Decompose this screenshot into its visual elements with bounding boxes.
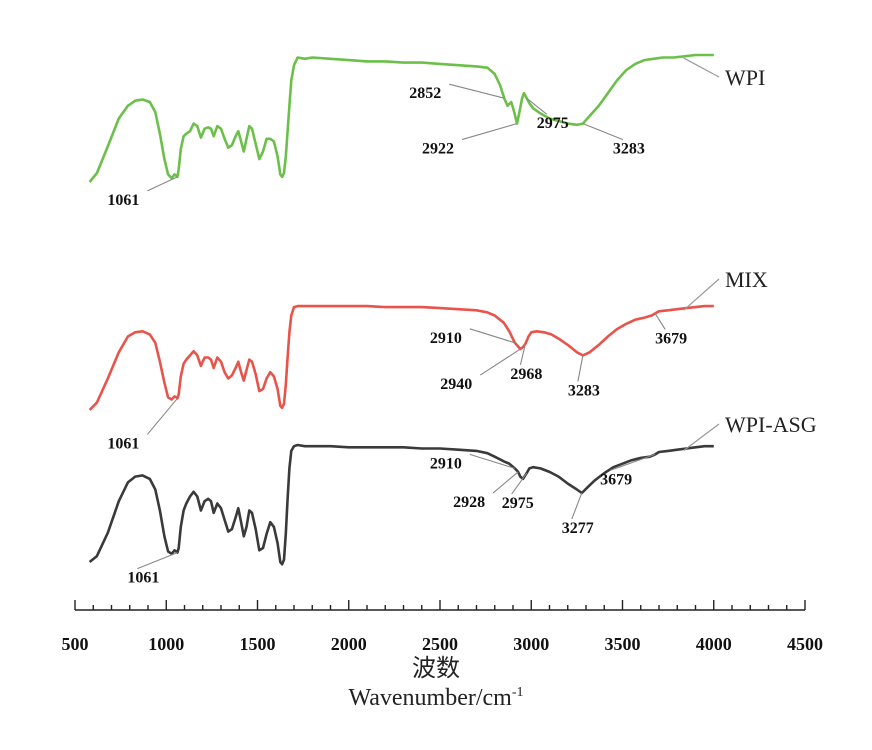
peak-label: 2922 [422,141,454,158]
series-label: WPI [725,65,765,90]
x-tick-label: 3000 [513,634,549,654]
series-label-leader [683,278,720,311]
peak-label: 2975 [537,115,569,132]
x-tick-label: 1500 [240,634,276,654]
peak-label: 3277 [562,520,594,537]
peak-label: 3679 [600,471,632,488]
peak-label: 2910 [430,455,462,472]
x-axis: 500 1000 1500 2000 2500 3000 3500 4000 4500 [62,600,823,654]
x-tick-label: 2500 [422,634,458,654]
peak-label: 3283 [568,382,600,399]
peak-leader-line [461,123,518,141]
x-tick-label: 4500 [787,634,823,654]
series-label-leader [683,57,720,78]
x-axis-label-en-sup: -1 [511,685,524,700]
peak-label: 1061 [127,570,159,587]
peak-leader-line [609,453,656,471]
peak-leader-line [449,83,505,99]
peak-leader-line [469,328,515,344]
peak-leader-line [654,313,666,330]
peak-leader-line [511,472,528,495]
peak-leader-line [137,552,178,570]
x-axis-label-en: Wavenumber/cm-1 [0,685,872,712]
peak-label: 3679 [655,330,687,347]
series-label: WPI-ASG [725,412,817,437]
x-axis-label-cn: 波数 [412,654,460,682]
x-axis-label-en-text: Wavenumber/cm [348,685,512,711]
peak-leader-line [480,348,521,376]
x-tick-label: 1000 [148,634,184,654]
peak-leader-line [492,471,519,494]
peak-leader-line [147,176,178,192]
peak-leader-line [582,123,624,141]
peak-label: 2940 [440,376,472,393]
x-tick-label: 500 [62,634,89,654]
peak-leader-line [469,453,515,469]
series-label-leader [683,423,720,451]
peak-label: 1061 [107,435,139,452]
peak-leader-line [526,97,548,115]
spectrum-line-wpi-asg [88,443,714,566]
spectrum-line-wpi [88,53,714,183]
x-tick-label: 2000 [331,634,367,654]
peak-label: 1061 [107,192,139,209]
spectra-group: WPI MIX WPI-ASG [88,53,817,566]
x-tick-label: 4000 [696,634,732,654]
peak-label: 2910 [430,330,462,347]
x-tick-label: 3500 [605,634,641,654]
spectrum-line-mix [88,304,714,411]
peak-label: 3283 [613,141,645,158]
peak-label: 2852 [409,85,441,102]
peak-label: 2975 [502,495,534,512]
peak-leader-line [577,355,584,382]
peak-label: 2968 [510,366,542,383]
peak-leader-line [519,343,526,365]
peak-leader-line [146,398,178,435]
annotations-group: 1061 2852 2922 2975 3283 1061 2910 2940 2968 3283… [107,83,687,587]
peak-label: 2928 [453,494,485,511]
series-label: MIX [725,267,768,292]
peak-leader-line [571,492,583,520]
